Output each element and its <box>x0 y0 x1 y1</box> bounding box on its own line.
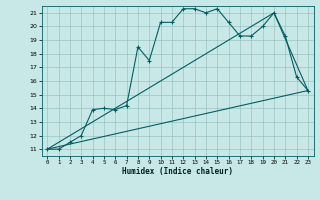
X-axis label: Humidex (Indice chaleur): Humidex (Indice chaleur) <box>122 167 233 176</box>
